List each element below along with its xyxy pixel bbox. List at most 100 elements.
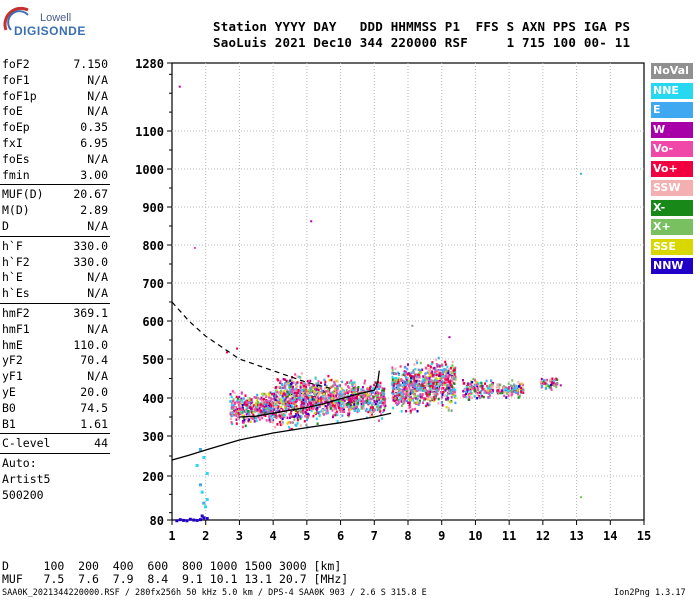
echo-point: [392, 396, 395, 399]
echo-point: [332, 384, 335, 387]
echo-point: [316, 384, 319, 388]
echo-point: [318, 410, 321, 414]
echo-point: [396, 392, 399, 395]
echo-point: [416, 401, 419, 404]
echo-point: [325, 395, 328, 398]
echo-point: [450, 409, 453, 412]
echo-point: [277, 405, 280, 408]
echo-point: [437, 402, 440, 405]
echo-point: [486, 385, 488, 388]
echo-point: [327, 398, 330, 402]
param-row: hmF1 N/A: [2, 322, 108, 338]
echo-point: [412, 393, 415, 396]
echo-point: [396, 396, 399, 400]
echo-point: [407, 381, 410, 385]
echo-point: [453, 372, 456, 376]
echo-point: [448, 389, 450, 392]
echo-point: [445, 378, 448, 381]
echo-point: [424, 386, 427, 390]
param-value: 0.35: [80, 120, 108, 135]
echo-point: [341, 394, 344, 397]
echo-point: [343, 402, 346, 405]
echo-point: [323, 387, 326, 390]
echo-point: [264, 409, 267, 412]
echo-point: [465, 396, 468, 399]
param-name: hmE: [2, 337, 23, 352]
echo-point: [342, 398, 345, 401]
muf-row: MUF 7.5 7.6 7.9 8.4 9.1 10.1 13.1 20.7 […: [2, 572, 349, 586]
echo-point: [420, 396, 423, 399]
echo-point: [365, 397, 368, 400]
echo-point: [338, 390, 341, 393]
echo-point: [327, 394, 330, 397]
echo-point: [374, 393, 377, 396]
echo-point: [400, 410, 403, 413]
echo-point: [296, 399, 298, 403]
echo-point: [435, 363, 438, 366]
echo-point: [340, 390, 342, 394]
echo-point: [505, 392, 508, 395]
echo-point: [325, 412, 328, 415]
echo-point: [271, 412, 274, 416]
echo-point: [295, 405, 298, 408]
echo-point: [422, 401, 424, 404]
echo-point: [428, 377, 431, 380]
echo-point: [321, 409, 324, 412]
echo-point: [343, 397, 346, 400]
echo-point: [409, 392, 412, 395]
param-name: hmF1: [2, 321, 30, 336]
echo-point: [452, 393, 455, 396]
echo-point: [341, 407, 344, 411]
echo-point: [323, 378, 326, 382]
echo-point: [384, 399, 386, 403]
echo-point: [407, 393, 410, 396]
echo-point: [553, 379, 556, 383]
echo-point: [424, 372, 427, 376]
panel-divider: [0, 303, 110, 304]
echo-point: [407, 391, 410, 395]
echo-point: [280, 398, 282, 401]
echo-point: [324, 391, 326, 394]
echo-point: [326, 403, 329, 406]
echo-point: [372, 387, 375, 391]
echo-point: [555, 377, 558, 381]
echo-point: [369, 409, 372, 412]
echo-point: [416, 385, 419, 388]
echo-point: [319, 404, 322, 408]
echo-point: [236, 407, 239, 411]
echo-point: [292, 381, 295, 384]
echo-point: [308, 390, 311, 393]
echo-point: [316, 403, 319, 406]
echo-point: [412, 369, 415, 372]
echo-outlier: [448, 336, 451, 339]
echo-point: [294, 383, 297, 386]
echo-point: [393, 377, 396, 380]
echo-point: [426, 377, 429, 380]
echo-point: [488, 387, 491, 391]
echo-point: [408, 401, 411, 405]
echo-point: [476, 386, 479, 390]
echo-point: [391, 371, 394, 375]
echo-point: [352, 387, 355, 390]
echo-point: [288, 384, 291, 387]
low-echo-point: [204, 505, 208, 509]
echo-point: [233, 409, 236, 413]
echo-point: [368, 392, 371, 395]
echo-point: [403, 371, 406, 375]
echo-point: [325, 396, 328, 399]
echo-point: [403, 390, 406, 394]
echo-point: [543, 379, 545, 382]
echo-point: [334, 403, 337, 407]
echo-point: [469, 390, 472, 393]
echo-point: [364, 395, 367, 398]
echo-point: [345, 389, 348, 392]
echo-point: [434, 384, 437, 388]
echo-point: [271, 402, 274, 405]
echo-point: [542, 381, 545, 384]
echo-point: [290, 379, 293, 382]
echo-point: [376, 392, 379, 396]
echo-point: [437, 370, 440, 373]
echo-point: [376, 406, 379, 409]
echo-point: [480, 382, 483, 385]
echo-point: [445, 371, 448, 374]
